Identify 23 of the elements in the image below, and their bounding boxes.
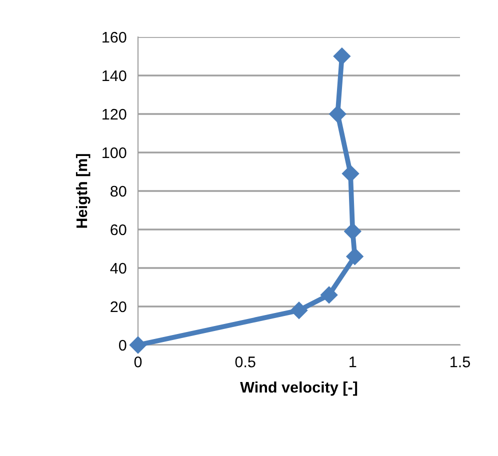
point: [342, 165, 360, 182]
y-tick-label: 0: [118, 340, 126, 351]
y-tick-label: 100: [102, 147, 126, 158]
y-axis-title: Heigth [m]: [76, 154, 90, 228]
x-tick-label: 0: [134, 356, 142, 368]
y-tick-label: 60: [110, 224, 126, 236]
x-axis-title: Wind velocity [-]: [240, 381, 358, 396]
y-tick-label: 160: [102, 32, 126, 43]
x-tick-label: 1.5: [450, 356, 470, 368]
y-tick-label: 140: [102, 70, 126, 82]
point: [320, 286, 338, 304]
x-tick-label: 0.5: [235, 356, 256, 368]
point: [344, 222, 362, 240]
point: [290, 302, 308, 319]
y-tick-label: 80: [110, 186, 126, 197]
point: [329, 105, 346, 123]
point: [346, 248, 364, 265]
point: [333, 48, 350, 65]
y-tick-label: 40: [110, 262, 126, 274]
y-tick-label: 120: [102, 108, 126, 120]
y-tick-label: 20: [110, 301, 126, 312]
x-tick-label: 1: [350, 356, 356, 368]
point: [129, 336, 147, 354]
